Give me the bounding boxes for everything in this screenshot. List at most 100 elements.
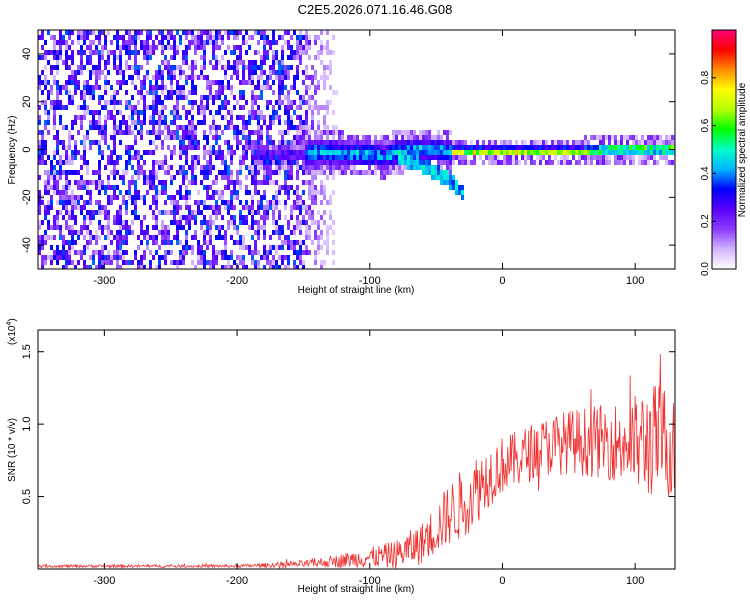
heatmap-cell xyxy=(284,145,287,150)
heatmap-cell xyxy=(56,180,59,185)
heatmap-cell xyxy=(296,175,299,180)
heatmap-cell xyxy=(278,95,281,100)
heatmap-cell xyxy=(281,45,284,50)
heatmap-cell xyxy=(149,45,152,50)
heatmap-cell xyxy=(209,165,212,170)
heatmap-cell xyxy=(215,35,218,40)
heatmap-cell xyxy=(227,45,230,50)
heatmap-cell xyxy=(269,200,272,205)
heatmap-cell xyxy=(437,150,440,155)
heatmap-cell xyxy=(80,205,83,210)
heatmap-cell xyxy=(380,155,383,160)
heatmap-cell xyxy=(212,115,215,120)
heatmap-cell xyxy=(149,115,152,120)
heatmap-cell xyxy=(77,250,80,255)
heatmap-cell xyxy=(326,50,329,55)
heatmap-cell xyxy=(158,180,161,185)
heatmap-cell xyxy=(182,180,185,185)
heatmap-cell xyxy=(173,45,176,50)
heatmap-cell xyxy=(203,150,206,155)
heatmap-cell xyxy=(302,135,305,140)
heatmap-cell xyxy=(299,45,302,50)
heatmap-cell xyxy=(50,65,53,70)
heatmap-cell xyxy=(245,40,248,45)
heatmap-cell xyxy=(167,30,170,35)
heatmap-cell xyxy=(197,145,200,150)
heatmap-cell xyxy=(266,155,269,160)
heatmap-cell xyxy=(83,205,86,210)
heatmap-cell xyxy=(590,155,593,160)
heatmap-cell xyxy=(47,205,50,210)
heatmap-cell xyxy=(137,170,140,175)
heatmap-cell xyxy=(182,90,185,95)
heatmap-cell xyxy=(317,125,320,130)
heatmap-cell xyxy=(155,100,158,105)
heatmap-cell xyxy=(488,150,491,155)
heatmap-cell xyxy=(107,230,110,235)
heatmap-cell xyxy=(56,255,59,260)
heatmap-cell xyxy=(182,170,185,175)
heatmap-cell xyxy=(299,140,302,145)
heatmap-cell xyxy=(167,125,170,130)
heatmap-cell xyxy=(194,180,197,185)
heatmap-cell xyxy=(188,140,191,145)
heatmap-cell xyxy=(254,230,257,235)
heatmap-cell xyxy=(140,260,143,265)
heatmap-cell xyxy=(281,65,284,70)
heatmap-cell xyxy=(257,40,260,45)
heatmap-cell xyxy=(530,155,533,160)
heatmap-cell xyxy=(215,175,218,180)
heatmap-cell xyxy=(53,35,56,40)
heatmap-cell xyxy=(155,170,158,175)
heatmap-cell xyxy=(281,150,284,155)
heatmap-cell xyxy=(83,50,86,55)
heatmap-cell xyxy=(98,85,101,90)
heatmap-cell xyxy=(296,50,299,55)
heatmap-cell xyxy=(65,60,68,65)
heatmap-cell xyxy=(527,150,530,155)
heatmap-cell xyxy=(329,155,332,160)
heatmap-cell xyxy=(443,130,446,135)
heatmap-cell xyxy=(281,50,284,55)
heatmap-cell xyxy=(185,95,188,100)
heatmap-cell xyxy=(557,150,560,155)
heatmap-cell xyxy=(332,220,335,225)
heatmap-cell xyxy=(344,140,347,145)
heatmap-cell xyxy=(155,35,158,40)
heatmap-cell xyxy=(83,145,86,150)
heatmap-cell xyxy=(284,40,287,45)
heatmap-cell xyxy=(419,130,422,135)
heatmap-cell xyxy=(194,235,197,240)
heatmap-cell xyxy=(263,230,266,235)
heatmap-cell xyxy=(131,210,134,215)
heatmap-cell xyxy=(131,65,134,70)
heatmap-cell xyxy=(236,125,239,130)
heatmap-cell xyxy=(446,175,449,180)
heatmap-cell xyxy=(272,40,275,45)
heatmap-cell xyxy=(425,145,428,150)
heatmap-cell xyxy=(308,160,311,165)
chart-title: C2E5.2026.071.16.46.G08 xyxy=(298,2,453,17)
snr-frame xyxy=(37,329,676,570)
heatmap-cell xyxy=(38,75,41,80)
heatmap-cell xyxy=(131,260,134,265)
heatmap-cell xyxy=(599,145,602,150)
heatmap-cell xyxy=(263,40,266,45)
heatmap-cell xyxy=(116,155,119,160)
heatmap-cell xyxy=(305,145,308,150)
heatmap-cell xyxy=(350,140,353,145)
heatmap-cell xyxy=(251,145,254,150)
heatmap-cell xyxy=(260,155,263,160)
heatmap-cell xyxy=(173,235,176,240)
heatmap-cell xyxy=(182,55,185,60)
heatmap-cell xyxy=(80,165,83,170)
heatmap-cell xyxy=(176,225,179,230)
heatmap-cell xyxy=(203,45,206,50)
heatmap-cell xyxy=(59,235,62,240)
heatmap-cell xyxy=(62,250,65,255)
heatmap-cell xyxy=(53,110,56,115)
heatmap-cell xyxy=(41,145,44,150)
heatmap-cell xyxy=(236,130,239,135)
heatmap-cell xyxy=(506,145,509,150)
heatmap-cell xyxy=(161,190,164,195)
